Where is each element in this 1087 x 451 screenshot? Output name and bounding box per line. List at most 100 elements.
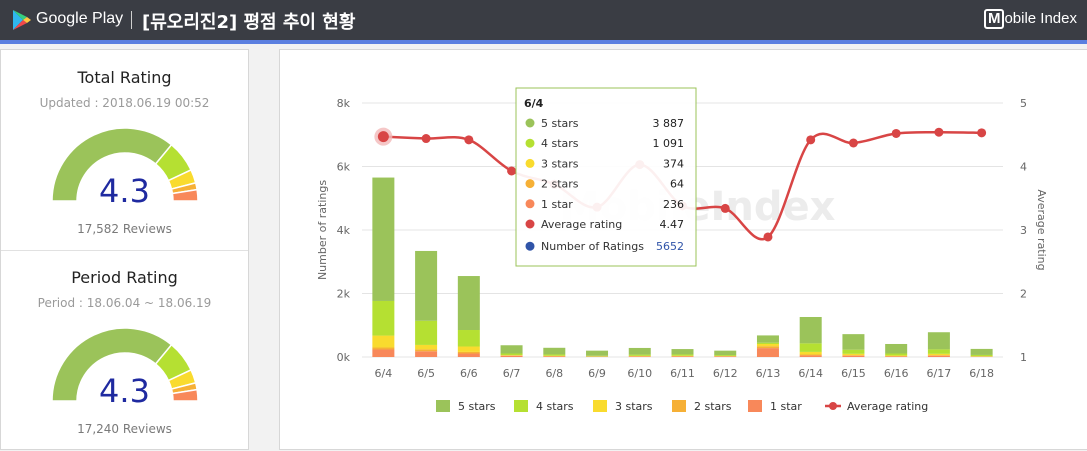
legend-item-4-stars[interactable]: 4 stars: [514, 400, 574, 413]
tooltip-marker: [526, 119, 535, 128]
bar-1-star-6-10[interactable]: [629, 356, 651, 357]
average-rating-point-6-5[interactable]: [422, 134, 431, 143]
bar-1-star-6-8[interactable]: [543, 356, 565, 357]
average-rating-point-6-16[interactable]: [892, 129, 901, 138]
bar-5-stars-6-16[interactable]: [885, 344, 907, 354]
x-tick-label: 6/12: [713, 367, 738, 380]
bar-4-stars-6-11[interactable]: [672, 354, 694, 355]
tooltip-marker: [526, 139, 535, 148]
y-right-axis-label: Average rating: [1035, 189, 1048, 270]
bar-1-star-6-7[interactable]: [501, 356, 523, 357]
bar-1-star-6-5[interactable]: [415, 351, 437, 357]
bar-1-star-6-13[interactable]: [757, 348, 779, 357]
bar-4-stars-6-8[interactable]: [543, 354, 565, 355]
bar-4-stars-6-18[interactable]: [971, 355, 993, 356]
x-tick-label: 6/13: [756, 367, 781, 380]
bar-5-stars-6-10[interactable]: [629, 348, 651, 355]
y-left-tick-label: 4k: [337, 224, 351, 237]
bar-2-stars-6-15[interactable]: [842, 355, 864, 356]
average-rating-point-6-15[interactable]: [849, 139, 858, 148]
average-rating-point-6-18[interactable]: [977, 128, 986, 137]
bar-5-stars-6-8[interactable]: [543, 348, 565, 355]
average-rating-point-6-7[interactable]: [507, 166, 516, 175]
average-rating-point-6-13[interactable]: [763, 232, 772, 241]
bar-4-stars-6-4[interactable]: [372, 301, 394, 336]
bar-1-star-6-6[interactable]: [458, 354, 480, 357]
bar-5-stars-6-13[interactable]: [757, 335, 779, 342]
bar-5-stars-6-14[interactable]: [800, 317, 822, 343]
y-left-axis-label: Number of ratings: [316, 180, 329, 280]
bar-3-stars-6-6[interactable]: [458, 347, 480, 352]
bar-4-stars-6-16[interactable]: [885, 354, 907, 356]
bar-4-stars-6-13[interactable]: [757, 343, 779, 344]
bar-2-stars-6-13[interactable]: [757, 346, 779, 348]
bar-1-star-6-15[interactable]: [842, 356, 864, 357]
bar-5-stars-6-5[interactable]: [415, 251, 437, 321]
x-tick-label: 6/7: [503, 367, 521, 380]
legend-item-3-stars[interactable]: 3 stars: [593, 400, 653, 413]
y-left-tick-label: 8k: [337, 97, 351, 110]
bar-5-stars-6-15[interactable]: [842, 334, 864, 350]
bar-5-stars-6-9[interactable]: [586, 351, 608, 356]
bar-4-stars-6-10[interactable]: [629, 355, 651, 356]
bar-1-star-6-4[interactable]: [372, 350, 394, 357]
legend-item-5-stars[interactable]: 5 stars: [436, 400, 496, 413]
tooltip-row-value: 4.47: [660, 218, 685, 231]
legend-label: 2 stars: [694, 400, 732, 413]
bar-3-stars-6-5[interactable]: [415, 345, 437, 349]
tooltip-row-label: Number of Ratings: [541, 240, 644, 253]
bar-2-stars-6-4[interactable]: [372, 347, 394, 349]
bar-4-stars-6-5[interactable]: [415, 321, 437, 345]
average-rating-point-6-17[interactable]: [934, 128, 943, 137]
legend-item-average-rating[interactable]: Average rating: [825, 400, 928, 413]
bar-3-stars-6-4[interactable]: [372, 336, 394, 348]
bar-5-stars-6-7[interactable]: [501, 345, 523, 353]
average-rating-point-6-12[interactable]: [721, 204, 730, 213]
bar-3-stars-6-17[interactable]: [928, 354, 950, 355]
period-rating-panel: Period Rating Period : 18.06.04 ~ 18.06.…: [1, 250, 248, 450]
bar-5-stars-6-18[interactable]: [971, 349, 993, 355]
legend-label: 1 star: [770, 400, 802, 413]
bar-4-stars-6-14[interactable]: [800, 343, 822, 352]
legend-item-1-star[interactable]: 1 star: [748, 400, 802, 413]
bar-5-stars-6-17[interactable]: [928, 332, 950, 349]
bar-3-stars-6-15[interactable]: [842, 354, 864, 355]
tooltip-row-value: 3 887: [653, 117, 685, 130]
bar-2-stars-6-6[interactable]: [458, 352, 480, 354]
bar-5-stars-6-11[interactable]: [672, 349, 694, 354]
bar-5-stars-6-6[interactable]: [458, 276, 480, 330]
bar-4-stars-6-7[interactable]: [501, 354, 523, 356]
bar-4-stars-6-15[interactable]: [842, 350, 864, 354]
x-tick-label: 6/6: [460, 367, 478, 380]
bar-4-stars-6-12[interactable]: [714, 355, 736, 356]
bar-2-stars-6-14[interactable]: [800, 354, 822, 355]
bar-3-stars-6-16[interactable]: [885, 355, 907, 356]
x-tick-label: 6/5: [417, 367, 435, 380]
average-rating-point-6-6[interactable]: [464, 135, 473, 144]
bar-3-stars-6-14[interactable]: [800, 352, 822, 355]
tooltip-row-label: 2 stars: [541, 178, 579, 191]
bar-1-star-6-17[interactable]: [928, 356, 950, 357]
legend-item-2-stars[interactable]: 2 stars: [672, 400, 732, 413]
bar-2-stars-6-5[interactable]: [415, 349, 437, 351]
bar-1-star-6-14[interactable]: [800, 355, 822, 357]
bar-3-stars-6-13[interactable]: [757, 344, 779, 346]
bar-5-stars-6-4[interactable]: [372, 178, 394, 301]
bar-4-stars-6-17[interactable]: [928, 349, 950, 353]
bar-4-stars-6-9[interactable]: [586, 356, 608, 357]
total-rating-value: 4.3: [1, 172, 248, 210]
average-rating-point-6-14[interactable]: [806, 135, 815, 144]
bar-1-star-6-11[interactable]: [672, 356, 694, 357]
x-tick-label: 6/18: [969, 367, 994, 380]
bar-4-stars-6-6[interactable]: [458, 330, 480, 347]
tooltip-marker: [526, 159, 535, 168]
average-rating-point-6-4[interactable]: [378, 131, 389, 142]
bar-1-star-6-12[interactable]: [714, 356, 736, 357]
bar-1-star-6-16[interactable]: [885, 356, 907, 357]
x-tick-label: 6/10: [627, 367, 652, 380]
bar-2-stars-6-17[interactable]: [928, 355, 950, 356]
bar-5-stars-6-12[interactable]: [714, 351, 736, 355]
